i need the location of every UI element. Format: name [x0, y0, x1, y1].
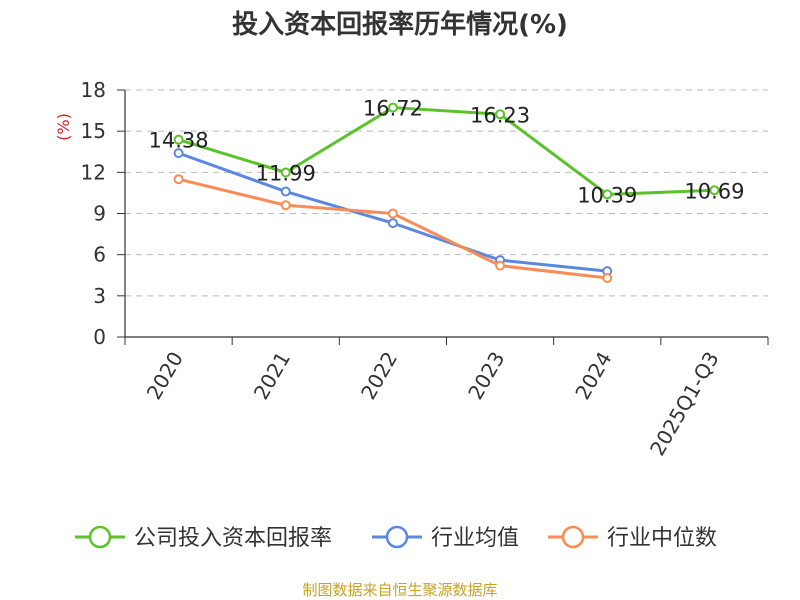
data-point — [173, 174, 184, 185]
data-label: 11.99 — [256, 161, 316, 185]
chart-title: 投入资本回报率历年情况(%) — [232, 9, 568, 40]
legend-marker — [88, 525, 112, 549]
x-tick-label: 2025Q1-Q3 — [645, 348, 724, 460]
y-tick-label: 6 — [93, 243, 106, 267]
data-point — [495, 260, 506, 271]
x-tick-label: 2020 — [142, 348, 188, 404]
series-layer — [173, 102, 720, 283]
data-point — [280, 167, 291, 178]
legend-marker — [385, 525, 409, 549]
data-point — [173, 148, 184, 159]
data-point — [495, 109, 506, 120]
data-point — [602, 189, 613, 200]
x-tick-label: 2023 — [463, 348, 509, 404]
legend-marker — [561, 525, 585, 549]
source-note: 制图数据来自恒生聚源数据库 — [302, 581, 497, 599]
data-point — [280, 186, 291, 197]
data-point — [280, 200, 291, 211]
data-label: 10.69 — [684, 179, 744, 203]
data-point — [387, 218, 398, 229]
y-tick-label: 15 — [81, 119, 106, 143]
y-axis-label: (%) — [54, 113, 73, 141]
data-point — [387, 208, 398, 219]
y-tick-label: 3 — [93, 284, 106, 308]
y-tick-label: 18 — [81, 78, 106, 102]
series-line — [178, 106, 715, 196]
data-label: 16.72 — [363, 97, 423, 121]
data-point — [602, 272, 613, 283]
x-tick-labels: 2020 2021 2022 2023 2024 2025Q1-Q3 — [142, 348, 724, 460]
legend-label: 行业中位数 — [607, 526, 717, 551]
x-tick-label: 2024 — [570, 348, 616, 404]
x-tick-label: 2021 — [249, 348, 295, 404]
data-point — [709, 185, 720, 196]
data-label: 14.38 — [149, 129, 209, 153]
data-labels: 14.38 11.99 16.72 16.23 10.39 10.69 — [149, 97, 745, 208]
legend: 公司投入资本回报率 行业均值 行业中位数 — [75, 525, 717, 551]
x-tick-label: 2022 — [356, 348, 402, 404]
y-tick-label: 9 — [93, 202, 106, 226]
data-point — [173, 134, 184, 145]
legend-label: 行业均值 — [431, 526, 519, 551]
data-point — [387, 102, 398, 113]
data-label: 16.23 — [470, 103, 530, 127]
y-tick-label: 12 — [81, 160, 106, 184]
data-label: 10.39 — [577, 183, 637, 207]
axes — [124, 90, 769, 345]
y-tick-labels: 0 3 6 9 12 15 18 — [81, 78, 125, 349]
legend-label: 公司投入资本回报率 — [134, 526, 332, 551]
grid-lines — [125, 89, 768, 297]
y-tick-label: 0 — [93, 325, 106, 349]
